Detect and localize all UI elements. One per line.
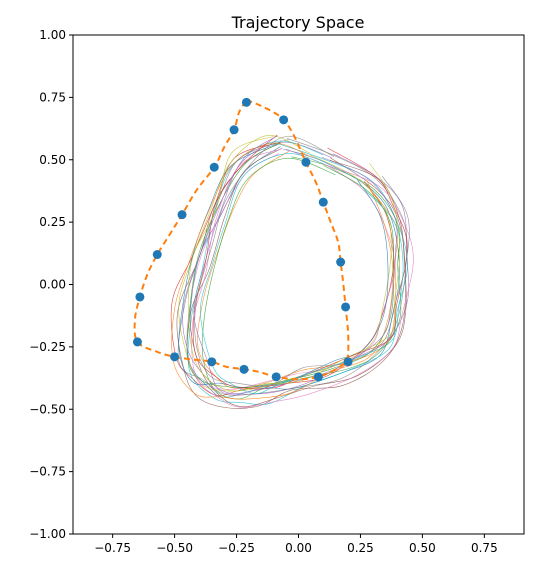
y-tick-label: −0.75 (29, 465, 66, 479)
data-point (239, 364, 249, 374)
trajectory-line (191, 148, 414, 408)
y-tick-label: 0.75 (39, 90, 66, 104)
trajectory-line (187, 136, 401, 392)
y-tick-label: 1.00 (39, 28, 66, 42)
dashed-curve (133, 98, 350, 381)
data-point (229, 125, 239, 135)
trajectory-line (182, 135, 398, 394)
trajectory-line (186, 153, 395, 390)
trajectory-line (194, 135, 410, 387)
data-point (152, 250, 162, 260)
trajectory-line (176, 142, 406, 409)
trajectory-line (189, 147, 407, 408)
data-point (301, 157, 311, 167)
points-layer (132, 97, 353, 382)
y-tick-label: 0.00 (39, 278, 66, 292)
y-tick-label: −1.00 (29, 527, 66, 541)
x-tick-label: 0.25 (347, 541, 374, 555)
data-point (207, 357, 217, 367)
data-point (132, 337, 142, 347)
x-tick-label: −0.25 (218, 541, 255, 555)
y-axis: 1.00 0.75 0.50 0.25 0.00 −0.25 −0.50 −0.75 −1.00 (29, 28, 73, 541)
x-axis: −0.75 −0.50 −0.25 0.00 0.25 0.50 0.75 (94, 534, 498, 555)
data-point (318, 197, 328, 207)
plot-frame (72, 34, 525, 535)
y-tick-label: 0.25 (39, 215, 66, 229)
trajectories-layer (170, 134, 414, 409)
trajectory-line (186, 142, 395, 389)
data-point (135, 292, 145, 302)
trajectory-line (193, 141, 409, 395)
data-point (343, 357, 353, 367)
chart-title: Trajectory Space (231, 13, 365, 32)
data-point (241, 97, 251, 107)
y-tick-label: −0.25 (29, 340, 66, 354)
x-tick-label: 0.50 (409, 541, 436, 555)
x-tick-label: 0.75 (471, 541, 498, 555)
trajectory-line (178, 143, 389, 388)
trajectory-line (200, 153, 404, 394)
x-tick-label: 0.00 (285, 541, 312, 555)
y-tick-label: −0.50 (29, 402, 66, 416)
data-point (170, 352, 180, 362)
data-point (271, 372, 281, 382)
y-tick-label: 0.50 (39, 153, 66, 167)
dashed-curve-layer (133, 98, 350, 381)
trajectory-line (201, 156, 402, 400)
x-tick-label: −0.50 (156, 541, 193, 555)
data-point (341, 302, 351, 312)
data-point (279, 115, 289, 125)
x-tick-label: −0.75 (94, 541, 131, 555)
data-point (177, 210, 187, 220)
data-point (336, 257, 346, 267)
data-point (313, 372, 323, 382)
trajectory-line (192, 134, 408, 390)
data-point (209, 162, 219, 172)
